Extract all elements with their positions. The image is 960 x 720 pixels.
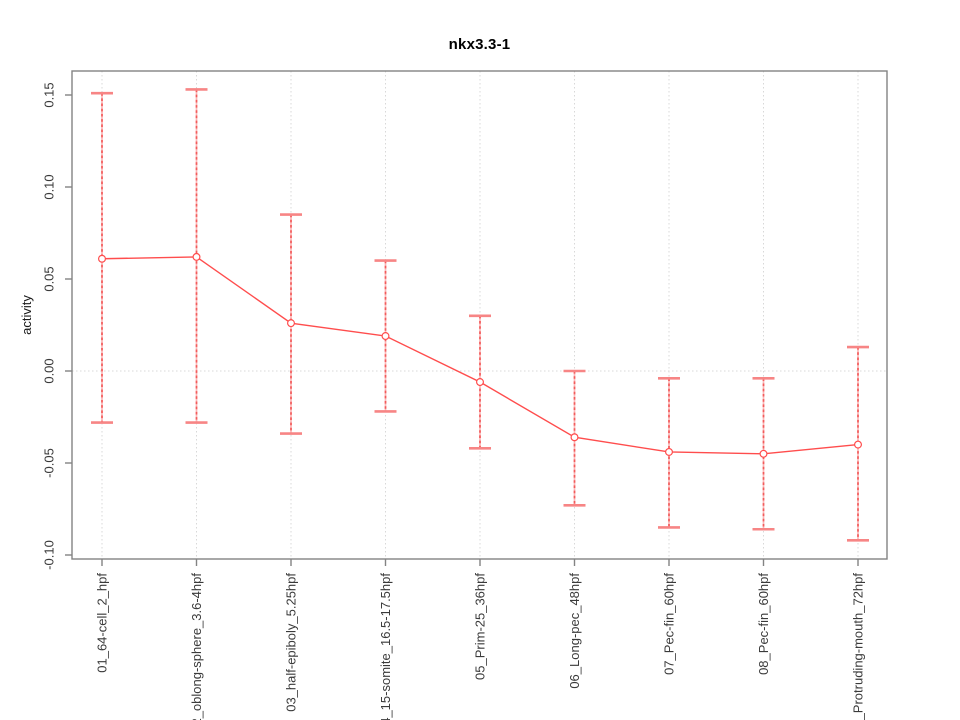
data-point [476, 378, 485, 387]
x-tick-label: 04_15-somite_16.5-17.5hpf [378, 573, 393, 720]
x-tick-label: 03_half-epiboly_5.25hpf [284, 573, 299, 712]
y-tick-label: 0.10 [42, 174, 57, 199]
data-point [853, 440, 862, 449]
data-point [570, 433, 579, 442]
y-tick-label: 0.05 [42, 266, 57, 291]
chart-title: nkx3.3-1 [448, 36, 511, 53]
y-tick-label: -0.05 [42, 448, 57, 478]
y-tick-label: -0.10 [42, 540, 57, 570]
data-point [759, 449, 768, 458]
x-tick-label: 05_Prim-25_36hpf [473, 573, 488, 680]
x-tick-label: 06_Long-pec_48hpf [567, 573, 582, 689]
data-point [192, 252, 201, 261]
data-point [97, 254, 106, 263]
x-tick-label: 01_64-cell_2_hpf [95, 573, 110, 673]
data-point [381, 332, 390, 341]
y-tick-label: 0.00 [42, 358, 57, 383]
data-point [664, 447, 673, 456]
x-tick-label: 08_Pec-fin_60hpf [756, 573, 771, 675]
x-tick-label: 02_oblong-sphere_3.6-4hpf [189, 573, 204, 720]
data-point [287, 319, 296, 328]
y-tick-label: 0.15 [42, 82, 57, 107]
x-tick-label: 09_Protruding-mouth_72hpf [851, 573, 866, 720]
x-tick-label: 07_Pec-fin_60hpf [662, 573, 677, 675]
